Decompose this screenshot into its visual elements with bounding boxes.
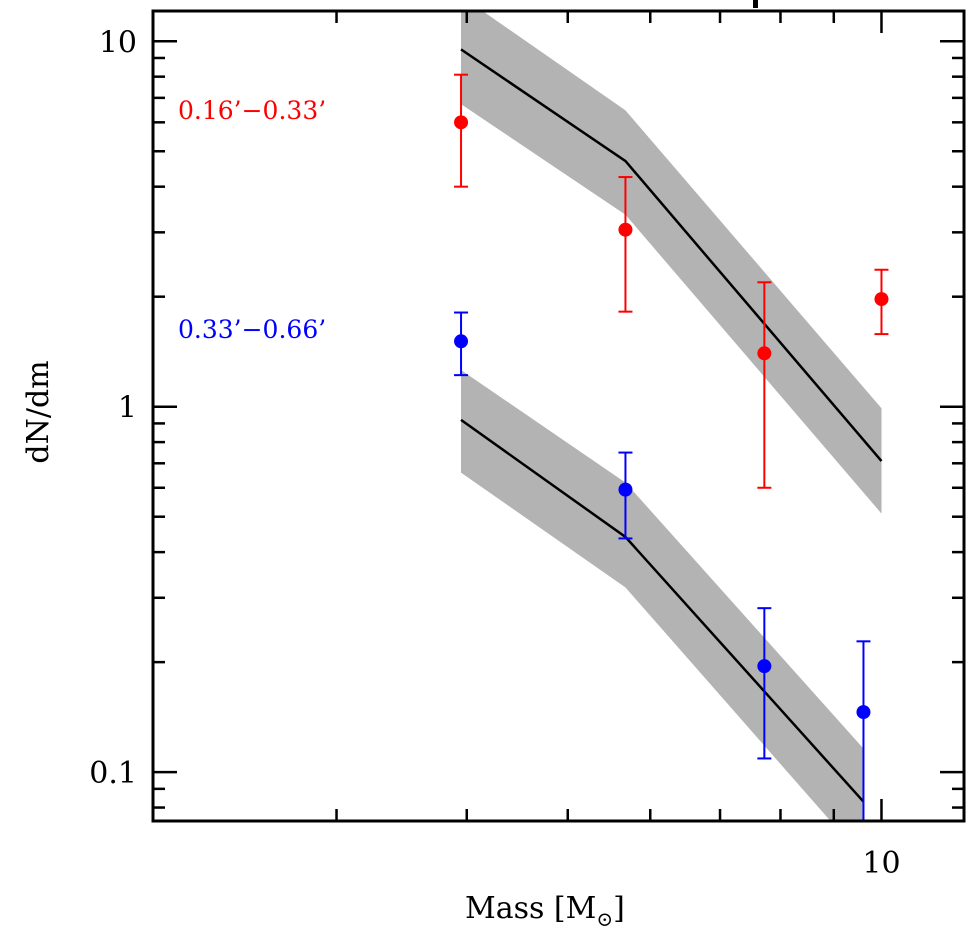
x-tick-label: 10 bbox=[862, 846, 900, 881]
series-label-red: 0.16’−0.33’ bbox=[178, 96, 326, 125]
y-tick-label: 1 bbox=[118, 391, 137, 426]
model-bands bbox=[461, 11, 882, 821]
data-point-1-1 bbox=[618, 482, 633, 497]
data-point-0-1 bbox=[618, 222, 633, 237]
axis-ticks bbox=[153, 11, 964, 821]
cropped-title-fragment bbox=[753, 0, 758, 8]
model-line-0 bbox=[460, 48, 883, 462]
data-point-0-3 bbox=[874, 292, 889, 307]
y-axis-label: dN/dm bbox=[21, 360, 56, 463]
error-bar-0-0 bbox=[454, 73, 469, 188]
data-point-0-2 bbox=[757, 346, 772, 361]
x-axis-label-sub: ⊙ bbox=[596, 907, 613, 931]
y-tick-label: 0.1 bbox=[89, 756, 137, 791]
model-band-1 bbox=[461, 370, 864, 821]
model-band-0 bbox=[461, 11, 882, 514]
data-point-1-3 bbox=[856, 705, 871, 720]
x-axis-label-close: ] bbox=[613, 891, 625, 926]
plot-frame bbox=[151, 9, 966, 823]
data-point-1-0 bbox=[454, 334, 469, 349]
y-tick-label: 10 bbox=[99, 25, 137, 60]
tick-labels: 10 0.1 1 10 bbox=[89, 25, 900, 881]
error-bar-1-3 bbox=[856, 640, 871, 821]
error-bar-0-1 bbox=[618, 176, 633, 313]
error-bar-1-2 bbox=[757, 607, 772, 760]
data-point-0-0 bbox=[454, 115, 469, 130]
series-label-blue: 0.33’−0.66’ bbox=[178, 315, 326, 344]
error-bar-0-2 bbox=[757, 281, 772, 489]
x-axis-label: Mass [M⊙] bbox=[465, 891, 625, 931]
data-point-1-2 bbox=[757, 659, 772, 674]
x-axis-label-main: Mass [M bbox=[465, 891, 596, 926]
data-points bbox=[454, 115, 889, 720]
